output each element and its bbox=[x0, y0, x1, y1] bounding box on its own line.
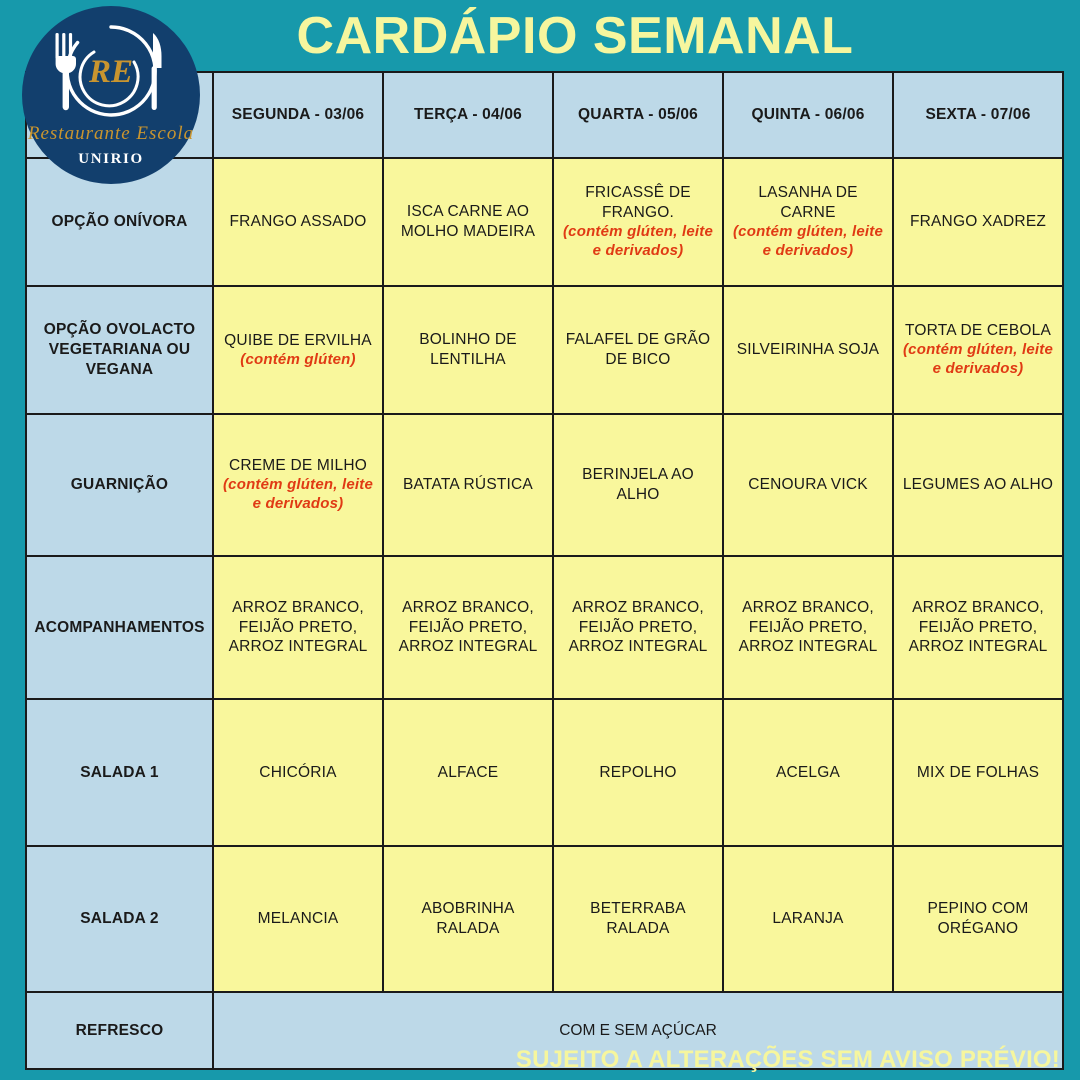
logo-institution: UNIRIO bbox=[78, 151, 143, 167]
dish-name: CENOURA VICK bbox=[748, 476, 868, 494]
dish-name: ABOBRINHA RALADA bbox=[421, 900, 515, 937]
table-row: GUARNIÇÃO CREME DE MILHO (contém glúten,… bbox=[25, 413, 1064, 557]
menu-cell: BETERRABA RALADA bbox=[552, 845, 724, 993]
menu-cell: BATATA RÚSTICA bbox=[382, 413, 554, 557]
fork-icon bbox=[54, 33, 76, 111]
menu-cell: ARROZ BRANCO, FEIJÃO PRETO, ARROZ INTEGR… bbox=[892, 555, 1064, 700]
allergen-note: (contém glúten) bbox=[240, 350, 356, 368]
logo-monogram: RE bbox=[88, 54, 133, 90]
menu-cell: LARANJA bbox=[722, 845, 894, 993]
dish-name: FRICASSÊ DE FRANGO. bbox=[585, 184, 691, 222]
row-label-opcao-vegetariana: OPÇÃO OVOLACTO VEGETARIANA OU VEGANA bbox=[25, 285, 214, 415]
menu-cell: TORTA DE CEBOLA (contém glúten, leite e … bbox=[892, 285, 1064, 415]
table-row: REFRESCO COM E SEM AÇÚCAR bbox=[25, 991, 1064, 1070]
dish-name: LASANHA DE CARNE bbox=[758, 184, 858, 222]
plate-icon bbox=[65, 25, 157, 117]
row-label-guarnicao: GUARNIÇÃO bbox=[25, 413, 214, 557]
menu-cell: FRICASSÊ DE FRANGO. (contém glúten, leit… bbox=[552, 157, 724, 287]
dish-name: ARROZ BRANCO, FEIJÃO PRETO, ARROZ INTEGR… bbox=[908, 598, 1048, 656]
row-label-salada-2: SALADA 2 bbox=[25, 845, 214, 993]
footer-bar: SUJEITO A ALTERAÇÕES SEM AVISO PRÉVIO! bbox=[0, 1046, 1080, 1074]
dish-name: SILVEIRINHA SOJA bbox=[736, 341, 880, 359]
menu-cell: PEPINO COM ORÉGANO bbox=[892, 845, 1064, 993]
dish-name: CREME DE MILHO bbox=[228, 457, 367, 475]
table-row: OPÇÃO OVOLACTO VEGETARIANA OU VEGANA QUI… bbox=[25, 285, 1064, 415]
allergen-note: (contém glúten, leite e derivados) bbox=[732, 223, 884, 259]
dish-name: FRANGO XADREZ bbox=[909, 213, 1047, 231]
dish-name: ARROZ BRANCO, FEIJÃO PRETO, ARROZ INTEGR… bbox=[738, 598, 878, 656]
day-header-terca: TERÇA - 04/06 bbox=[382, 71, 554, 159]
menu-cell: ARROZ BRANCO, FEIJÃO PRETO, ARROZ INTEGR… bbox=[212, 555, 384, 700]
menu-cell: ARROZ BRANCO, FEIJÃO PRETO, ARROZ INTEGR… bbox=[382, 555, 554, 700]
menu-cell: FRANGO XADREZ bbox=[892, 157, 1064, 287]
menu-cell: FALAFEL DE GRÃO DE BICO bbox=[552, 285, 724, 415]
dish-name: MELANCIA bbox=[257, 910, 339, 928]
menu-cell: CREME DE MILHO (contém glúten, leite e d… bbox=[212, 413, 384, 557]
restaurant-logo: RE Restaurante Escola UNIRIO bbox=[22, 6, 200, 184]
row-label-acompanhamentos: ACOMPANHAMENTOS bbox=[25, 555, 214, 700]
title-bar: CARDÁPIO SEMANAL bbox=[0, 0, 1080, 72]
dish-name: CHICÓRIA bbox=[259, 763, 337, 781]
menu-cell: BOLINHO DE LENTILHA bbox=[382, 285, 554, 415]
dish-name: BATATA RÚSTICA bbox=[403, 476, 533, 494]
dish-name: PEPINO COM ORÉGANO bbox=[927, 900, 1029, 937]
dish-name: ISCA CARNE AO MOLHO MADEIRA bbox=[400, 203, 536, 240]
menu-cell: ARROZ BRANCO, FEIJÃO PRETO, ARROZ INTEGR… bbox=[722, 555, 894, 700]
menu-cell: SILVEIRINHA SOJA bbox=[722, 285, 894, 415]
menu-cell: CENOURA VICK bbox=[722, 413, 894, 557]
table-row: SALADA 2 MELANCIA ABOBRINHA RALADA BETER… bbox=[25, 845, 1064, 993]
menu-cell: LEGUMES AO ALHO bbox=[892, 413, 1064, 557]
menu-cell: CHICÓRIA bbox=[212, 698, 384, 847]
dish-name: REPOLHO bbox=[599, 763, 677, 781]
day-header-segunda: SEGUNDA - 03/06 bbox=[212, 71, 384, 159]
refresco-value: COM E SEM AÇÚCAR bbox=[212, 991, 1064, 1070]
menu-cell: BERINJELA AO ALHO bbox=[552, 413, 724, 557]
dish-name: BETERRABA RALADA bbox=[590, 900, 686, 937]
table-row: ACOMPANHAMENTOS ARROZ BRANCO, FEIJÃO PRE… bbox=[25, 555, 1064, 700]
page-title: CARDÁPIO SEMANAL bbox=[296, 7, 854, 65]
menu-cell: ISCA CARNE AO MOLHO MADEIRA bbox=[382, 157, 554, 287]
disclaimer-text: SUJEITO A ALTERAÇÕES SEM AVISO PRÉVIO! bbox=[515, 1046, 1060, 1073]
dish-name: BERINJELA AO ALHO bbox=[582, 466, 694, 503]
allergen-note: (contém glúten, leite e derivados) bbox=[222, 476, 374, 512]
menu-cell: QUIBE DE ERVILHA (contém glúten) bbox=[212, 285, 384, 415]
dish-name: FALAFEL DE GRÃO DE BICO bbox=[565, 331, 711, 368]
menu-cell: MELANCIA bbox=[212, 845, 384, 993]
dish-name: ARROZ BRANCO, FEIJÃO PRETO, ARROZ INTEGR… bbox=[568, 598, 708, 656]
dish-name: QUIBE DE ERVILHA bbox=[224, 331, 372, 349]
row-label-refresco: REFRESCO bbox=[25, 991, 214, 1070]
dish-name: LEGUMES AO ALHO bbox=[902, 476, 1054, 494]
menu-cell: REPOLHO bbox=[552, 698, 724, 847]
dish-name: ACELGA bbox=[775, 763, 841, 781]
menu-cell: ACELGA bbox=[722, 698, 894, 847]
dish-name: TORTA DE CEBOLA bbox=[905, 322, 1051, 340]
dish-name: MIX DE FOLHAS bbox=[916, 763, 1040, 781]
logo-graphic: RE Restaurante Escola UNIRIO bbox=[27, 25, 194, 167]
menu-cell: ALFACE bbox=[382, 698, 554, 847]
allergen-note: (contém glúten, leite e derivados) bbox=[562, 223, 714, 259]
dish-name: ARROZ BRANCO, FEIJÃO PRETO, ARROZ INTEGR… bbox=[228, 598, 368, 656]
day-header-sexta: SEXTA - 07/06 bbox=[892, 71, 1064, 159]
menu-cell: MIX DE FOLHAS bbox=[892, 698, 1064, 847]
weekly-menu-table: SEGUNDA - 03/06 TERÇA - 04/06 QUARTA - 0… bbox=[25, 71, 1064, 1070]
logo-name: Restaurante Escola bbox=[27, 123, 194, 144]
dish-name: LARANJA bbox=[772, 910, 844, 928]
row-label-salada-1: SALADA 1 bbox=[25, 698, 214, 847]
day-header-quinta: QUINTA - 06/06 bbox=[722, 71, 894, 159]
dish-name: FRANGO ASSADO bbox=[229, 213, 367, 231]
menu-cell: ARROZ BRANCO, FEIJÃO PRETO, ARROZ INTEGR… bbox=[552, 555, 724, 700]
table-row: SALADA 1 CHICÓRIA ALFACE REPOLHO ACELGA … bbox=[25, 698, 1064, 847]
allergen-note: (contém glúten, leite e derivados) bbox=[902, 341, 1054, 377]
knife-icon bbox=[151, 33, 162, 110]
menu-cell: FRANGO ASSADO bbox=[212, 157, 384, 287]
dish-name: ARROZ BRANCO, FEIJÃO PRETO, ARROZ INTEGR… bbox=[398, 598, 538, 656]
dish-name: BOLINHO DE LENTILHA bbox=[419, 331, 517, 368]
menu-cell: LASANHA DE CARNE (contém glúten, leite e… bbox=[722, 157, 894, 287]
menu-cell: ABOBRINHA RALADA bbox=[382, 845, 554, 993]
dish-name: ALFACE bbox=[437, 763, 499, 781]
day-header-quarta: QUARTA - 05/06 bbox=[552, 71, 724, 159]
